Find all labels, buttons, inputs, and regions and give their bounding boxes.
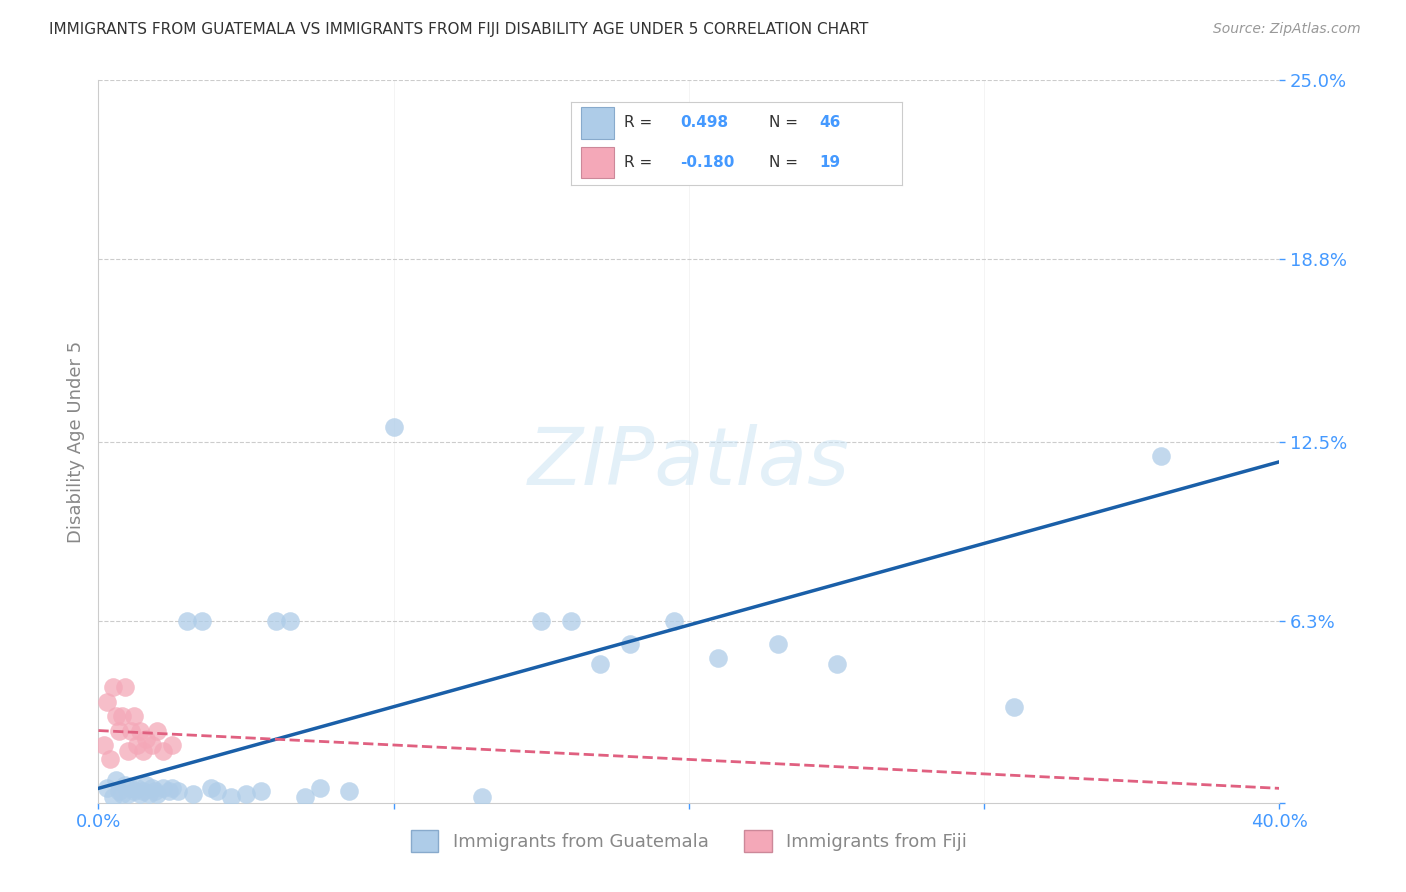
Point [162,738,183,752]
Point [200,781,222,796]
Y-axis label: Disability Age Under 5: Disability Age Under 5 [66,341,84,542]
Point [152,744,174,758]
Point [157,784,180,798]
Bar [581,107,614,138]
Point [309,781,332,796]
Point [96,695,118,709]
Point [105,772,128,787]
Point [250,784,273,798]
Point [530,614,553,628]
Text: -0.180: -0.180 [681,155,734,170]
Point [122,784,145,798]
Point [132,744,155,758]
Text: 46: 46 [818,115,841,130]
Text: IMMIGRANTS FROM GUATEMALA VS IMMIGRANTS FROM FIJI DISABILITY AGE UNDER 5 CORRELA: IMMIGRANTS FROM GUATEMALA VS IMMIGRANTS … [49,22,869,37]
Point [619,637,641,651]
Text: R =: R = [624,115,652,130]
Point [825,657,848,671]
Point [143,784,166,798]
Point [589,657,612,671]
Point [664,614,686,628]
Legend: Immigrants from Guatemala, Immigrants from Fiji: Immigrants from Guatemala, Immigrants fr… [404,822,974,859]
Point [1002,700,1025,714]
Point [103,680,125,694]
Point [98,752,121,766]
Point [135,732,157,747]
Point [471,790,494,805]
Text: 19: 19 [818,155,839,170]
Point [128,723,150,738]
Point [264,614,287,628]
Point [560,614,582,628]
Point [120,781,142,796]
Point [117,744,139,758]
Point [135,779,157,793]
Point [167,784,190,798]
Text: N =: N = [769,155,799,170]
Point [221,790,243,805]
Point [108,723,131,738]
Text: R =: R = [624,155,652,170]
Point [181,787,204,801]
Point [111,709,134,723]
Point [93,738,115,752]
Point [382,420,405,434]
Point [141,781,163,796]
Point [108,784,131,798]
Point [205,784,228,798]
Point [141,738,163,752]
Point [114,680,136,694]
Point [294,790,316,805]
Point [162,781,183,796]
Point [120,723,142,738]
Point [125,738,148,752]
Point [146,723,169,738]
Point [146,787,169,801]
Point [152,781,174,796]
Point [122,709,145,723]
Point [103,790,125,805]
Bar [581,147,614,178]
Point [105,709,128,723]
Point [766,637,789,651]
Point [114,779,136,793]
Point [176,614,198,628]
Point [96,781,118,796]
Point [191,614,214,628]
Point [280,614,302,628]
Point [132,784,155,798]
Text: N =: N = [769,115,799,130]
Point [235,787,257,801]
Point [1150,449,1173,463]
Point [125,781,148,796]
Point [339,784,361,798]
Point [707,651,730,665]
Point [128,787,150,801]
Point [138,787,160,801]
Point [117,787,139,801]
Text: Source: ZipAtlas.com: Source: ZipAtlas.com [1213,22,1361,37]
Point [111,787,134,801]
Text: 0.498: 0.498 [681,115,728,130]
Text: ZIPatlas: ZIPatlas [527,425,851,502]
